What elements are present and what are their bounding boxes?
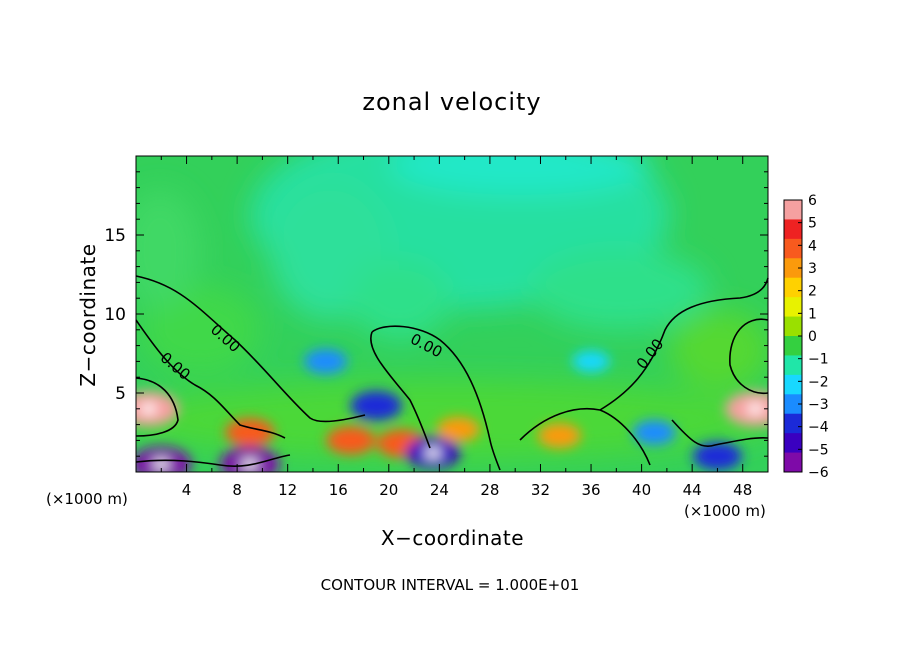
colorbar-label: 3 [808,261,817,277]
y-axis: 5 10 15 [104,171,768,457]
x-tick-label: 28 [480,481,499,499]
colorbar-label: 5 [808,216,817,232]
field-layer [136,156,768,472]
contour-line [135,454,291,467]
colorbar-swatch [784,433,802,454]
colorbar-label: 4 [808,238,817,254]
field-feature-core [153,459,170,470]
field-region [530,250,710,330]
x-tick-label: 8 [232,481,242,499]
contour-line [135,319,286,439]
colorbar-label: 0 [808,329,817,345]
contour-line [599,277,769,411]
field-feature [225,418,275,447]
field-feature [436,416,480,442]
field-feature-core [747,403,764,414]
colorbar-label: −4 [808,420,829,436]
z-unit-label: (×1000 m) [46,490,128,508]
colorbar-swatch [784,238,802,259]
field-feature-core [425,448,442,459]
contour-line [671,419,769,447]
field-feature [725,391,768,427]
field-region [390,156,650,195]
contour-interval-note: CONTOUR INTERVAL = 1.000E+01 [320,576,580,594]
x-tick-label: 36 [581,481,600,499]
field-feature [537,423,582,449]
x-tick-label: 4 [182,481,192,499]
x-tick-label: 16 [329,481,348,499]
colorbar-label: −5 [808,442,829,458]
x-axis: 4 8 12 16 20 24 28 32 36 40 44 48 [160,156,752,499]
contour-line [135,275,366,423]
colorbar-swatch [784,316,802,337]
x-tick-label: 44 [683,481,702,499]
colorbar-label: −6 [808,465,829,481]
contour-line [371,325,501,471]
field-feature [136,391,179,427]
colorbar-swatch [784,413,802,434]
colorbar-swatch [784,297,802,318]
colorbar-swatch [784,374,802,395]
field-feature [350,390,403,421]
x-tick-label: 32 [531,481,550,499]
field-features [136,348,768,472]
contour-line [729,318,769,394]
colorbar-swatch [784,336,802,356]
x-tick-label: 24 [430,481,449,499]
y-tick-label: 15 [104,226,126,246]
contour-lines [135,275,769,471]
colorbar-swatch [784,200,802,220]
x-tick-label: 12 [278,481,297,499]
y-tick-label: 5 [115,384,126,404]
field-feature-core [140,403,157,414]
colorbar-swatch [784,355,802,376]
colorbar-swatch [784,394,802,415]
colorbar-label: −1 [808,352,829,368]
colorbar-label: 2 [808,284,817,300]
contour-line [135,377,179,437]
x-axis-label: X−coordinate [380,526,525,550]
field-region [136,190,200,310]
x-tick-label: 20 [379,481,398,499]
colorbar: 6 5 4 3 2 1 0 −1 −2 −3 −4 −5 −6 [783,193,829,481]
colorbar-label: 6 [808,193,817,209]
colorbar-swatch [784,277,802,298]
x-unit-label: (×1000 m) [684,502,766,520]
colorbar-swatch [784,258,802,279]
colorbar-label: 1 [808,306,817,322]
field-region [670,310,768,390]
field-feature [304,348,348,374]
x-tick-label: 40 [632,481,651,499]
colorbar-label: −3 [808,397,829,413]
colorbar-label: −2 [808,374,829,390]
colorbar-swatch [784,452,802,473]
field-feature [693,442,742,471]
contour-line [519,408,651,466]
y-tick-label: 10 [104,305,126,325]
field-region [350,260,450,340]
field-feature [326,426,376,455]
field-feature [572,350,610,373]
contour-line [370,331,431,449]
colorbar-swatch [784,219,802,240]
x-tick-label: 48 [733,481,752,499]
field-feature [632,420,676,445]
chart-title: zonal velocity [362,88,542,116]
